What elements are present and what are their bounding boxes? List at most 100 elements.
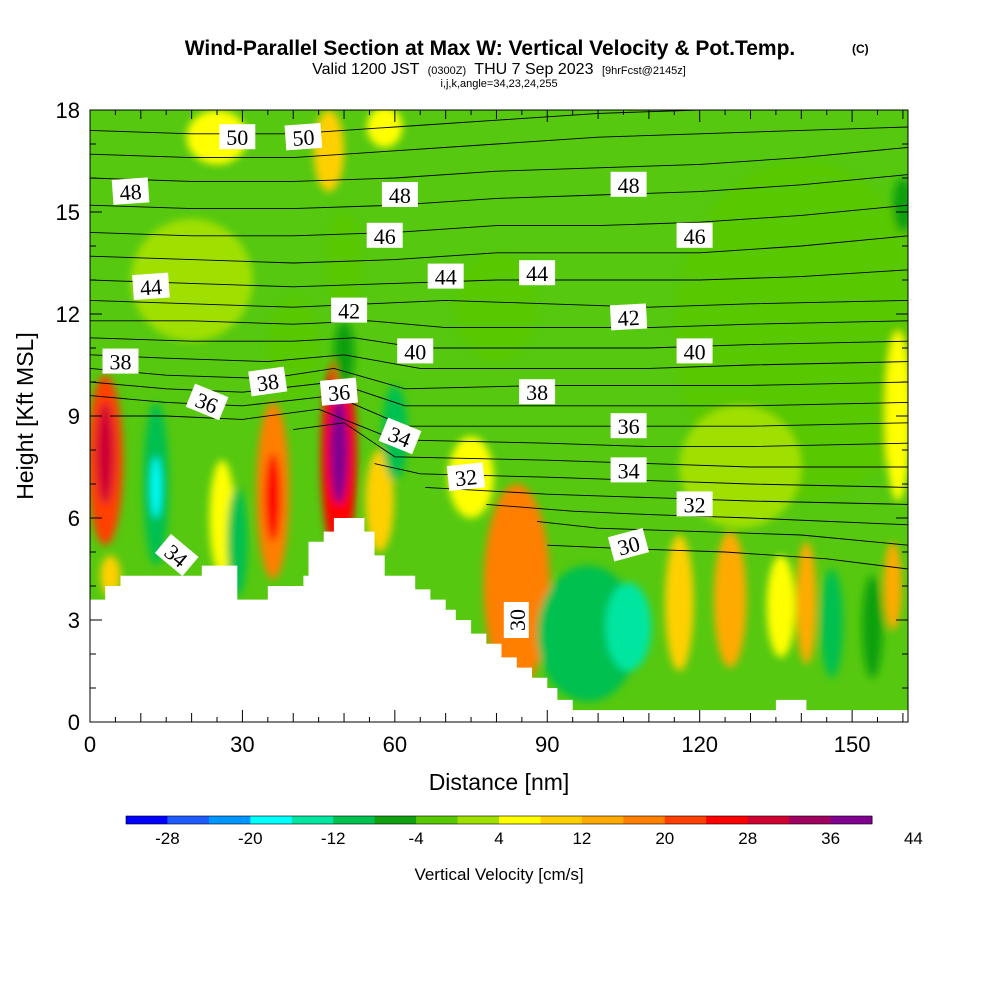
copyright-mark: (C) — [852, 42, 869, 56]
theta-contour-label-text: 48 — [119, 179, 143, 205]
theta-contour-label-text: 46 — [684, 224, 706, 249]
theta-contour-label: 44 — [427, 263, 464, 290]
y-tick-label: 15 — [56, 200, 80, 225]
terrain — [90, 518, 908, 722]
colorbar-swatch — [789, 816, 832, 824]
theta-contour-label-text: 42 — [338, 299, 360, 324]
y-tick-label: 12 — [56, 302, 80, 327]
theta-contour-line — [90, 299, 908, 308]
theta-contour-label: 48 — [111, 177, 150, 205]
velocity-cell — [186, 110, 248, 165]
theta-contour-line — [425, 486, 908, 505]
x-tick-label: 150 — [834, 732, 871, 757]
colorbar-label: 12 — [572, 829, 591, 848]
theta-contour-label: 44 — [519, 260, 556, 286]
theta-contour-line — [90, 204, 908, 237]
x-tick-label: 60 — [383, 732, 407, 757]
colorbar-label: 36 — [821, 829, 840, 848]
theta-contour-label-text: 38 — [255, 369, 280, 397]
theta-contour-label: 46 — [676, 222, 713, 249]
theta-contour-line — [90, 354, 908, 369]
theta-contour-label-text: 32 — [684, 492, 706, 517]
colorbar-label: -28 — [155, 829, 180, 848]
theta-contour-label: 38 — [248, 366, 288, 397]
colorbar-swatch — [499, 816, 541, 824]
y-tick-label: 9 — [68, 404, 80, 429]
theta-contour-label: 36 — [610, 413, 647, 439]
theta-contour-label-text: 34 — [618, 458, 640, 483]
valid-utc: (0300Z) — [428, 65, 467, 77]
theta-contour-label-text: 32 — [454, 464, 478, 491]
theta-contour-label: 38 — [519, 379, 556, 405]
theta-contour-line — [90, 367, 908, 390]
colorbar-swatch — [664, 816, 707, 824]
chart-subtitle: Valid 1200 JST (0300Z) THU 7 Sep 2023 [9… — [312, 61, 686, 78]
colorbar-swatch — [706, 816, 749, 824]
velocity-cell — [766, 555, 796, 658]
colorbar-swatch — [540, 816, 583, 824]
colorbar-label: 20 — [655, 829, 674, 848]
theta-contour-label-text: 40 — [684, 339, 706, 364]
velocity-cell — [100, 555, 121, 597]
theta-contour-line — [90, 235, 908, 264]
theta-contour-label-text: 40 — [404, 339, 426, 364]
colorbar-swatch — [208, 816, 251, 824]
velocity-cell — [883, 541, 902, 631]
theta-contour-label-text: 48 — [618, 173, 640, 198]
theta-contour-label-text: 44 — [139, 274, 163, 300]
velocity-cell — [796, 541, 817, 665]
x-tick-label: 120 — [681, 732, 718, 757]
velocity-cell — [862, 575, 883, 678]
colorbar-label: 28 — [738, 829, 757, 848]
chart-title: Wind-Parallel Section at Max W: Vertical… — [185, 37, 796, 60]
colorbar-swatch — [333, 816, 376, 824]
x-axis: 0 30 60 90 120 150 — [84, 110, 904, 757]
theta-contour-label: 34 — [610, 457, 647, 483]
y-tick-label: 0 — [68, 710, 80, 735]
theta-contour-line — [90, 320, 908, 329]
velocity-cell — [366, 110, 403, 148]
theta-contour-label: 30 — [503, 602, 530, 638]
colorbar-label: -12 — [321, 829, 346, 848]
theta-contour-label: 40 — [397, 338, 434, 364]
theta-contour-label: 44 — [132, 272, 170, 301]
theta-contour-label-text: 50 — [292, 124, 316, 150]
theta-contour-label-text: 36 — [327, 379, 351, 406]
theta-contour-line — [90, 381, 908, 407]
theta-contour-label: 38 — [102, 348, 139, 375]
theta-contour-label: 32 — [676, 491, 713, 517]
velocity-cell — [313, 110, 345, 192]
colorbar-swatch — [581, 816, 624, 824]
velocity-cell — [483, 484, 550, 688]
theta-contour-label-text: 48 — [389, 183, 411, 208]
theta-contour-label-text: 50 — [226, 125, 248, 150]
velocity-cell — [264, 453, 282, 542]
colorbar-swatch — [416, 816, 459, 824]
colorbar-label: -20 — [238, 829, 263, 848]
x-tick-label: 0 — [84, 732, 96, 757]
theta-contour-label-text: 30 — [505, 609, 530, 631]
colorbar-swatch — [457, 816, 500, 824]
theta-contour-label: 32 — [446, 462, 486, 491]
colorbar-swatch — [126, 816, 168, 824]
theta-contour-label: 30 — [607, 527, 650, 562]
theta-contour-label: 34 — [378, 417, 422, 455]
theta-contour-line — [486, 503, 908, 526]
y-tick-label: 3 — [68, 608, 80, 633]
theta-contour-label-text: 42 — [617, 305, 640, 331]
theta-contour-line — [90, 269, 908, 288]
theta-contour-label: 50 — [219, 124, 256, 150]
theta-contour-line — [374, 463, 908, 488]
theta-contour-label-text: 46 — [374, 224, 396, 249]
theta-contour-label-text: 36 — [618, 414, 640, 439]
x-axis-label: Distance [nm] — [429, 769, 570, 795]
colorbar-swatch — [623, 816, 666, 824]
theta-contour-label: 46 — [366, 222, 403, 249]
velocity-cell — [713, 531, 747, 668]
theta-contour-label-text: 44 — [526, 261, 548, 286]
velocity-cell — [365, 450, 394, 552]
y-axis-label: Height [Kft MSL] — [12, 332, 38, 499]
velocity-cell — [605, 582, 652, 671]
